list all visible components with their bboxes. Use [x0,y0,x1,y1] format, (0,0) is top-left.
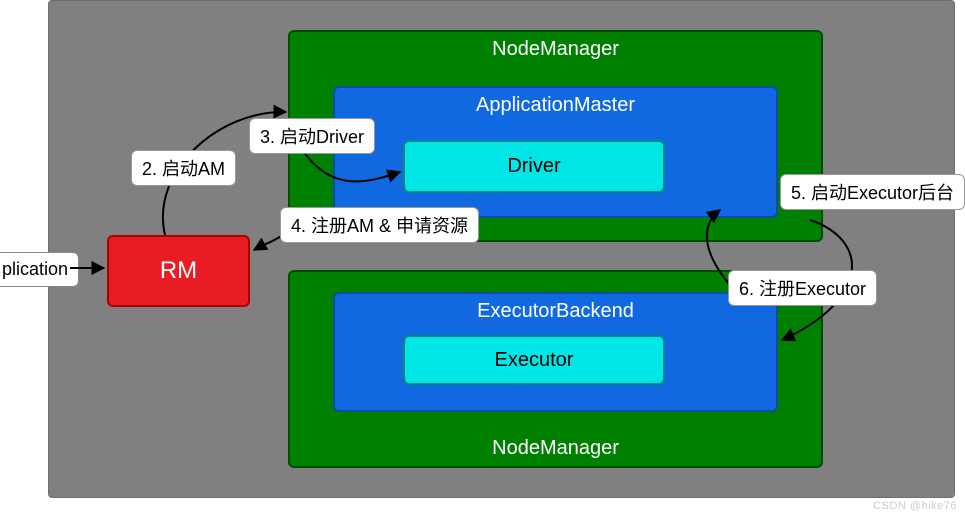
executorbackend-label: ExecutorBackend [335,300,776,323]
executor-node: Executor [403,335,665,385]
rm-label: RM [160,257,197,285]
step2-label: 2. 启动AM [131,150,236,186]
watermark: CSDN @hike76 [873,500,957,512]
executor-label: Executor [495,349,574,372]
driver-label: Driver [507,155,560,178]
rm-node: RM [107,235,250,307]
application-label: plication [2,259,68,279]
driver-node: Driver [403,140,665,193]
diagram-canvas: plication RM NodeManager ApplicationMast… [0,0,965,516]
step3-label: 3. 启动Driver [249,118,375,154]
step5-label: 5. 启动Executor后台 [780,174,965,210]
applicationmaster-label: ApplicationMaster [335,94,776,117]
application-node: plication [0,252,79,287]
nodemanager-top-label: NodeManager [290,38,821,61]
nodemanager-bottom-label: NodeManager [290,437,821,460]
step4-label: 4. 注册AM & 申请资源 [280,207,479,243]
step6-label: 6. 注册Executor [728,270,877,306]
